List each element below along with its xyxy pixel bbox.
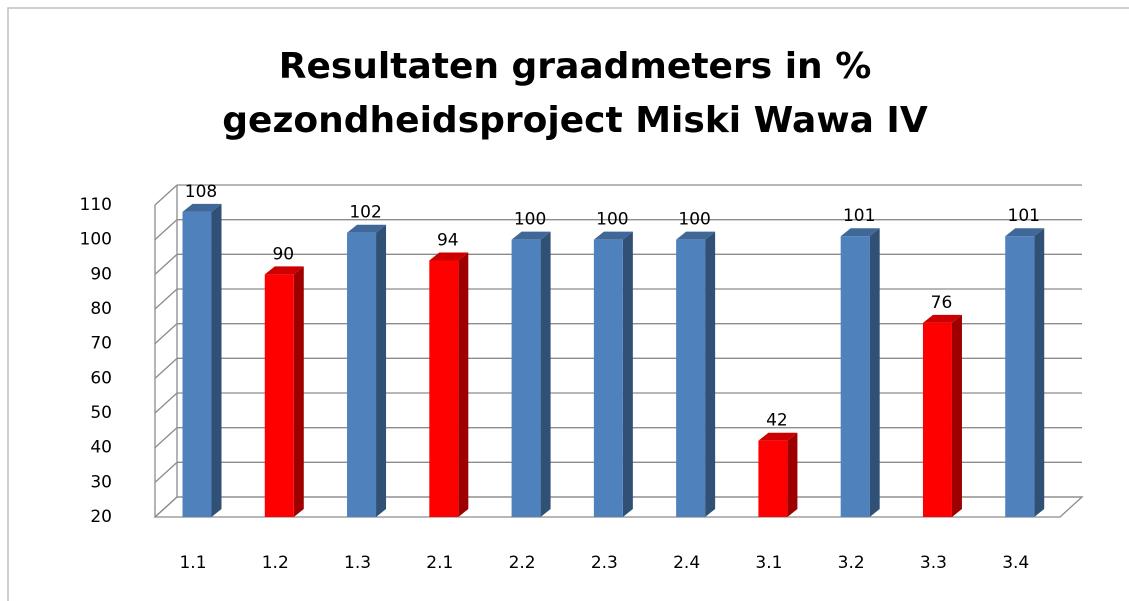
bar bbox=[593, 231, 633, 517]
x-tick-label: 2.3 bbox=[591, 553, 618, 573]
bar-top bbox=[511, 231, 551, 240]
grid-line bbox=[154, 427, 178, 449]
grid-line bbox=[154, 392, 178, 414]
y-tick-label: 20 bbox=[90, 507, 112, 527]
bar-top bbox=[676, 231, 716, 240]
bar-side bbox=[951, 314, 962, 517]
bar-top bbox=[1005, 228, 1045, 237]
y-tick-label: 50 bbox=[90, 403, 112, 423]
y-tick-label: 80 bbox=[90, 299, 112, 319]
bar-front bbox=[1005, 236, 1035, 517]
bar-front bbox=[511, 239, 541, 517]
data-label: 90 bbox=[272, 244, 294, 264]
bar-front bbox=[347, 232, 377, 517]
bar bbox=[182, 203, 222, 517]
grid-line bbox=[154, 253, 178, 275]
x-tick-label: 1.3 bbox=[344, 553, 371, 573]
data-label: 100 bbox=[596, 210, 628, 230]
bar bbox=[264, 266, 304, 517]
bar-front bbox=[429, 260, 459, 517]
grid-line bbox=[154, 461, 178, 483]
x-tick-label: 3.2 bbox=[838, 553, 865, 573]
bar bbox=[511, 231, 551, 517]
grid-line bbox=[154, 323, 178, 345]
data-label: 76 bbox=[931, 293, 953, 313]
chart-title: gezondheidsproject Miski Wawa IV bbox=[222, 100, 928, 141]
data-label: 101 bbox=[1008, 206, 1040, 226]
grid-line bbox=[154, 219, 178, 241]
bar bbox=[922, 314, 962, 517]
bar-front bbox=[182, 211, 212, 517]
x-tick-label: 2.4 bbox=[673, 553, 700, 573]
bar-side bbox=[705, 231, 716, 517]
bar-front bbox=[922, 322, 952, 517]
bar-side bbox=[211, 203, 222, 517]
bar-side bbox=[622, 231, 633, 517]
bar-front bbox=[758, 440, 788, 517]
bar-side bbox=[869, 228, 880, 517]
y-tick-label: 110 bbox=[80, 195, 112, 215]
bar bbox=[758, 432, 798, 517]
grid-line bbox=[154, 496, 178, 518]
bar-top bbox=[840, 228, 880, 237]
bar bbox=[1005, 228, 1045, 517]
bar-front bbox=[593, 239, 623, 517]
bar bbox=[676, 231, 716, 517]
y-tick-label: 100 bbox=[80, 230, 112, 250]
y-tick-label: 70 bbox=[90, 334, 112, 354]
bar-side bbox=[787, 432, 798, 517]
x-tick-label: 2.2 bbox=[509, 553, 536, 573]
chart-title: Resultaten graadmeters in % bbox=[279, 46, 872, 87]
y-tick-label: 90 bbox=[90, 264, 112, 284]
data-label: 108 bbox=[185, 182, 217, 202]
bar-top bbox=[922, 314, 962, 323]
data-label: 42 bbox=[766, 411, 788, 431]
bar bbox=[840, 228, 880, 517]
bar bbox=[429, 252, 469, 517]
x-tick-label: 3.4 bbox=[1002, 553, 1029, 573]
bar-side bbox=[540, 231, 551, 517]
grid-line bbox=[154, 357, 178, 379]
data-label: 94 bbox=[437, 230, 459, 250]
bar-top bbox=[347, 224, 387, 233]
bar-front bbox=[264, 274, 294, 517]
y-tick-label: 40 bbox=[90, 438, 112, 458]
bar-side bbox=[376, 224, 387, 517]
bar-front bbox=[840, 236, 870, 517]
bar bbox=[347, 224, 387, 517]
bar-top bbox=[593, 231, 633, 240]
bar-side bbox=[1034, 228, 1045, 517]
x-tick-label: 3.3 bbox=[920, 553, 947, 573]
bar-side bbox=[293, 266, 304, 517]
x-tick-label: 3.1 bbox=[755, 553, 782, 573]
bar-side bbox=[458, 252, 469, 517]
bar-top bbox=[182, 203, 222, 212]
data-label: 100 bbox=[514, 210, 546, 230]
x-tick-label: 1.1 bbox=[179, 553, 206, 573]
bar-top bbox=[758, 432, 798, 441]
data-label: 102 bbox=[349, 203, 381, 223]
x-tick-label: 2.1 bbox=[426, 553, 453, 573]
bar-top bbox=[264, 266, 304, 275]
x-tick-label: 1.2 bbox=[262, 553, 289, 573]
bar-top bbox=[429, 252, 469, 261]
bar-front bbox=[676, 239, 706, 517]
data-label: 101 bbox=[843, 206, 875, 226]
grid-line bbox=[154, 184, 178, 206]
grid-line bbox=[154, 288, 178, 310]
y-tick-label: 60 bbox=[90, 368, 112, 388]
data-label: 100 bbox=[678, 210, 710, 230]
y-tick-label: 30 bbox=[90, 472, 112, 492]
